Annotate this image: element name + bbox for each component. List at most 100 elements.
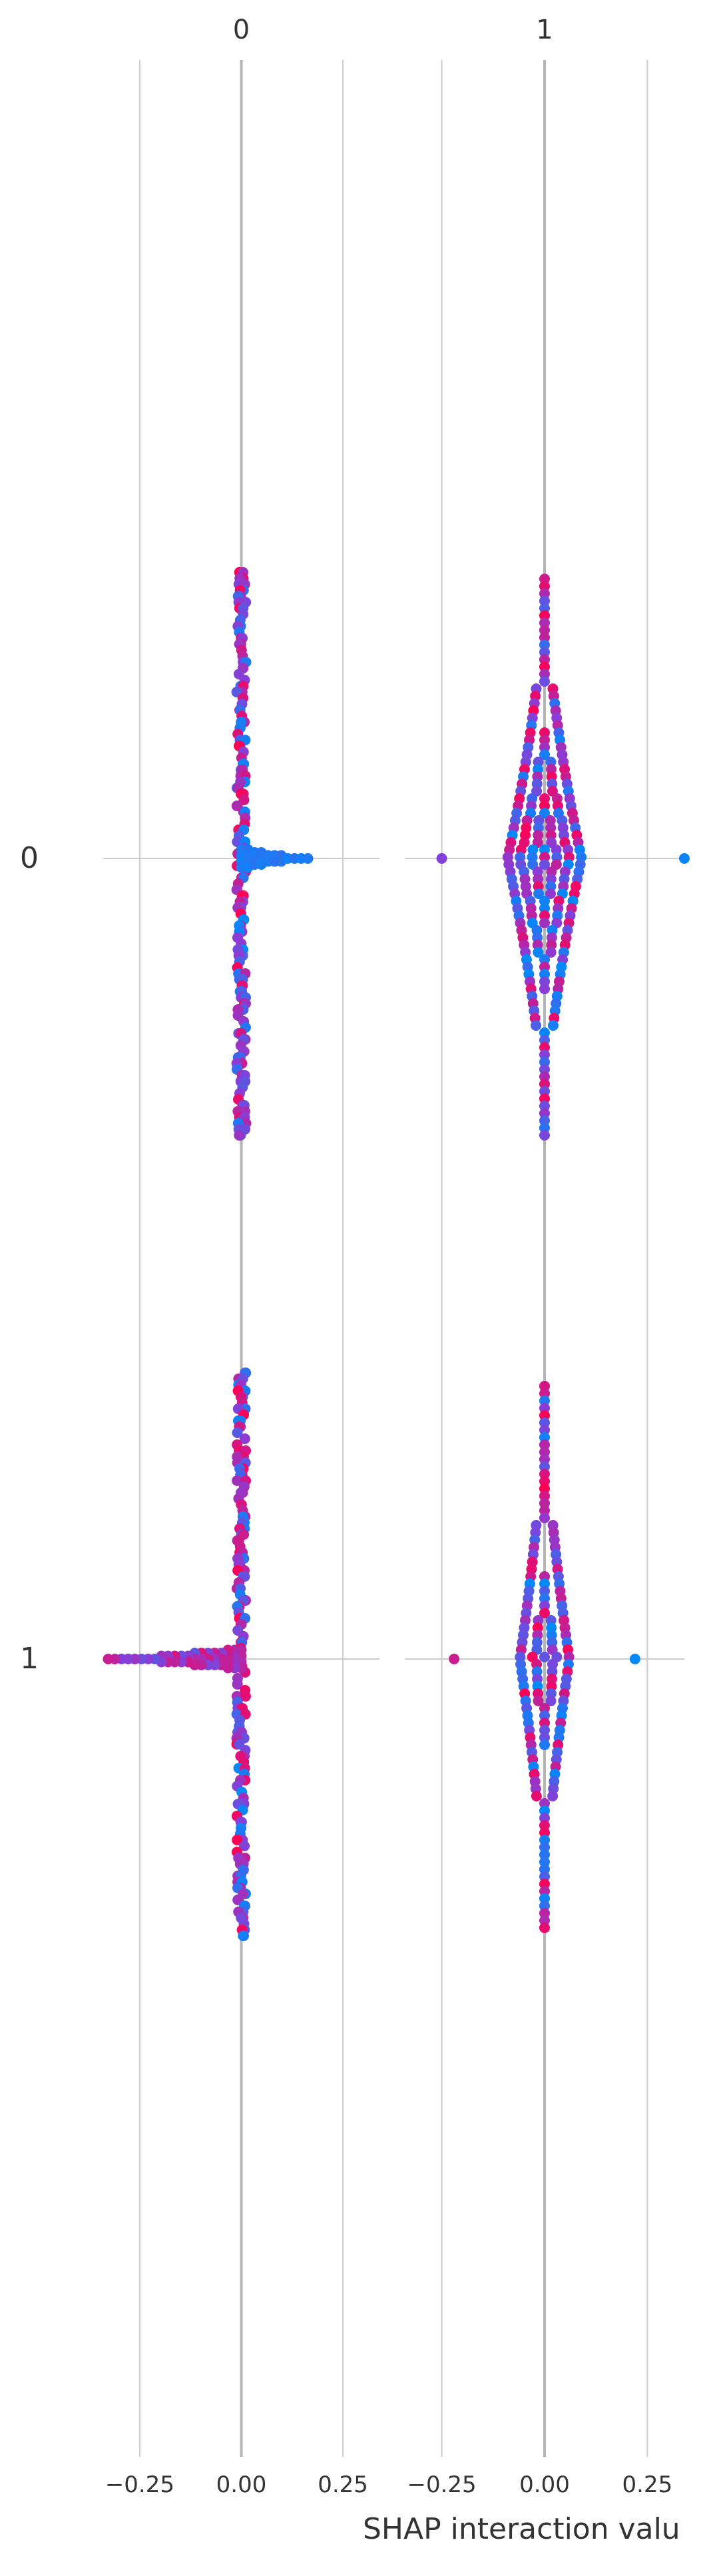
data-point [239, 1433, 250, 1444]
data-point [539, 676, 550, 687]
data-point [539, 1571, 550, 1582]
data-point [539, 1505, 550, 1516]
data-point [539, 661, 550, 672]
data-point [539, 1593, 550, 1604]
data-point [232, 1475, 243, 1486]
data-point [539, 735, 550, 745]
data-point [539, 852, 550, 862]
data-point [539, 1403, 550, 1413]
x-tick-label: 0.00 [216, 2472, 267, 2498]
x-tick-label: 0.25 [622, 2472, 673, 2498]
data-point [539, 1381, 550, 1391]
data-point [539, 669, 550, 679]
data-point [539, 1923, 550, 1933]
data-point [539, 896, 550, 906]
x-tick-label: 0.25 [318, 2472, 368, 2498]
data-point [539, 1915, 550, 1926]
data-point [539, 1115, 550, 1126]
data-point [539, 1842, 550, 1853]
points-layer [103, 567, 690, 1941]
data-point [539, 1432, 550, 1443]
data-point [539, 1864, 550, 1875]
data-point [539, 1042, 550, 1053]
data-point [539, 1652, 550, 1662]
data-point [539, 962, 550, 972]
data-point [539, 1857, 550, 1867]
data-point [539, 647, 550, 657]
data-point [539, 1410, 550, 1421]
data-point [545, 947, 557, 958]
data-point [539, 1425, 550, 1435]
data-point [539, 1586, 550, 1596]
data-point [539, 1805, 550, 1816]
data-point [103, 1654, 114, 1664]
row-label: 1 [20, 1642, 39, 1676]
data-point [539, 625, 550, 636]
data-point [539, 918, 550, 928]
data-point [539, 1703, 550, 1714]
data-point [539, 727, 550, 738]
data-point [539, 984, 550, 994]
data-point [302, 853, 314, 864]
data-point [539, 1901, 550, 1911]
grid-layer [103, 60, 684, 2457]
data-point [539, 1469, 550, 1479]
data-point [232, 1679, 243, 1690]
data-point [539, 1600, 550, 1611]
data-point [539, 1798, 550, 1809]
data-point [539, 1454, 550, 1465]
data-point [539, 954, 550, 965]
data-point [539, 1027, 550, 1038]
data-point [539, 1725, 550, 1736]
data-point [539, 749, 550, 760]
data-point [533, 1696, 544, 1706]
data-point [539, 1871, 550, 1882]
data-point [539, 1395, 550, 1406]
x-tick-label: 0.00 [519, 2472, 570, 2498]
data-point [539, 1886, 550, 1897]
data-point [239, 1841, 250, 1851]
data-point [539, 1079, 550, 1089]
column-title: 1 [536, 15, 553, 45]
data-point [531, 1020, 542, 1031]
data-point [539, 1732, 550, 1743]
data-point [234, 1130, 245, 1141]
data-point [533, 888, 545, 899]
data-point [539, 1491, 550, 1501]
data-point [539, 1049, 550, 1060]
data-point [547, 1791, 559, 1801]
data-point [539, 1513, 550, 1523]
data-point [539, 596, 550, 606]
data-point [539, 1835, 550, 1845]
data-point [539, 1498, 550, 1509]
data-point [545, 1696, 557, 1706]
data-point [539, 808, 550, 819]
data-point [539, 610, 550, 621]
data-point [531, 1791, 542, 1801]
data-point [539, 910, 550, 921]
data-point [539, 1476, 550, 1487]
data-point [539, 1086, 550, 1097]
data-point [539, 1417, 550, 1428]
data-point [539, 1483, 550, 1494]
data-point [539, 1130, 550, 1141]
data-point [539, 1108, 550, 1119]
x-tick-label: −0.25 [105, 2472, 174, 2498]
data-point [539, 1447, 550, 1457]
data-point [539, 1879, 550, 1889]
data-point [539, 1578, 550, 1589]
data-point [539, 742, 550, 753]
data-point [539, 1057, 550, 1067]
data-point [232, 1427, 243, 1438]
outlier-point [629, 1654, 640, 1664]
data-point [238, 1931, 249, 1941]
outlier-point [449, 1654, 460, 1664]
data-point [539, 1093, 550, 1104]
data-point [545, 888, 556, 899]
data-point [539, 1893, 550, 1904]
data-point [539, 1718, 550, 1728]
data-point [539, 976, 550, 987]
data-point [539, 654, 550, 665]
data-point [539, 969, 550, 980]
data-point [539, 1101, 550, 1111]
